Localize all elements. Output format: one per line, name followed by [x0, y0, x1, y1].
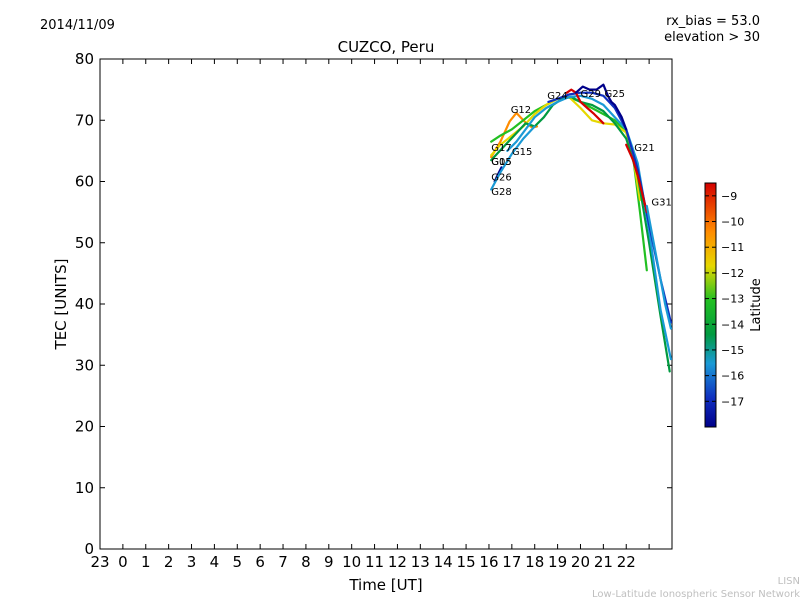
series-label: G05 — [491, 157, 511, 168]
y-tick-label: 80 — [75, 50, 94, 68]
y-axis-label: TEC [UNITS] — [52, 259, 70, 351]
x-tick-label: 18 — [525, 553, 544, 571]
colorbar-tick-label: −11 — [721, 241, 744, 254]
x-tick-label: 6 — [255, 553, 265, 571]
x-tick-label: 20 — [571, 553, 590, 571]
x-tick-label: 19 — [548, 553, 567, 571]
x-tick-label: 5 — [233, 553, 243, 571]
colorbar-tick-label: −15 — [721, 344, 744, 357]
rx-bias-label: rx_bias = 53.0 — [666, 14, 760, 29]
series-line-g28 — [490, 125, 536, 191]
x-tick-label: 15 — [457, 553, 476, 571]
series-line-g12 — [490, 111, 539, 159]
series-label: G12 — [511, 105, 531, 116]
series-label: G25 — [605, 89, 625, 100]
colorbar-ticks: −9 −10 −11 −12 −13 −14 −15 −16 −17 — [705, 190, 744, 408]
x-tick-label: 23 — [90, 553, 109, 571]
series-line-g21 — [625, 143, 648, 214]
y-tick-label: 10 — [75, 479, 94, 497]
x-tick-label: 4 — [210, 553, 220, 571]
colorbar-tick-label: −13 — [721, 293, 744, 306]
y-tick-label: 70 — [75, 111, 94, 129]
series-lines — [490, 83, 673, 373]
x-tick-label: 22 — [617, 553, 636, 571]
series-label: G29 — [580, 89, 600, 100]
x-tick-label: 2 — [164, 553, 174, 571]
y-tick-label: 60 — [75, 173, 94, 191]
chart-title: CUZCO, Peru — [337, 38, 435, 56]
colorbar-tick-label: −10 — [721, 216, 744, 229]
x-tick-label: 12 — [388, 553, 407, 571]
footer-lisn: LISN — [777, 576, 800, 587]
colorbar-tick-label: −17 — [721, 395, 744, 408]
colorbar-label: Latitude — [749, 278, 764, 332]
series-line-g31 — [645, 204, 673, 330]
x-tick-label: 3 — [187, 553, 197, 571]
x-tick-label: 17 — [502, 553, 521, 571]
y-tick-label: 30 — [75, 356, 94, 374]
x-tick-label: 7 — [278, 553, 288, 571]
y-tick-label: 40 — [75, 295, 94, 313]
series-label: G24 — [547, 91, 567, 102]
series-line-g25 — [574, 83, 628, 131]
y-tick-label: 50 — [75, 234, 94, 252]
x-tick-label: 21 — [594, 553, 613, 571]
x-tick-label: 10 — [342, 553, 361, 571]
x-tick-label: 13 — [411, 553, 430, 571]
x-axis: 23 0 1 2 3 4 5 6 7 8 9 10 11 12 13 14 15 16 17 18 19 20 21 22 — [90, 59, 650, 571]
colorbar-tick-label: −16 — [721, 370, 744, 383]
colorbar-tick-label: −14 — [721, 318, 744, 331]
series-label: G17 — [491, 143, 511, 154]
colorbar-tick-label: −9 — [721, 190, 737, 203]
x-tick-label: 16 — [479, 553, 498, 571]
x-tick-label: 0 — [118, 553, 128, 571]
colorbar-tick-label: −12 — [721, 267, 744, 280]
series-label: G31 — [651, 197, 671, 208]
series-line-g29 — [565, 88, 605, 125]
footer-network: Low-Latitude Ionospheric Sensor Network — [592, 589, 800, 600]
series-label: G15 — [512, 147, 532, 158]
colorbar — [704, 182, 717, 428]
series-label: G15 — [491, 157, 511, 168]
x-axis-label: Time [UT] — [348, 576, 422, 594]
series-label: G26 — [491, 172, 511, 183]
x-tick-label: 1 — [141, 553, 151, 571]
series-label: G28 — [491, 187, 511, 198]
x-tick-label: 11 — [365, 553, 384, 571]
x-tick-label: 8 — [301, 553, 311, 571]
x-tick-label: 14 — [434, 553, 453, 571]
series-label: G21 — [634, 143, 654, 154]
date-label: 2014/11/09 — [40, 18, 115, 33]
x-tick-label: 9 — [324, 553, 334, 571]
y-tick-label: 20 — [75, 418, 94, 436]
y-tick-label: 0 — [84, 540, 94, 558]
y-axis: 0 10 20 30 40 50 60 70 80 — [75, 50, 672, 558]
plot-area — [99, 58, 673, 550]
elevation-label: elevation > 30 — [664, 30, 760, 45]
